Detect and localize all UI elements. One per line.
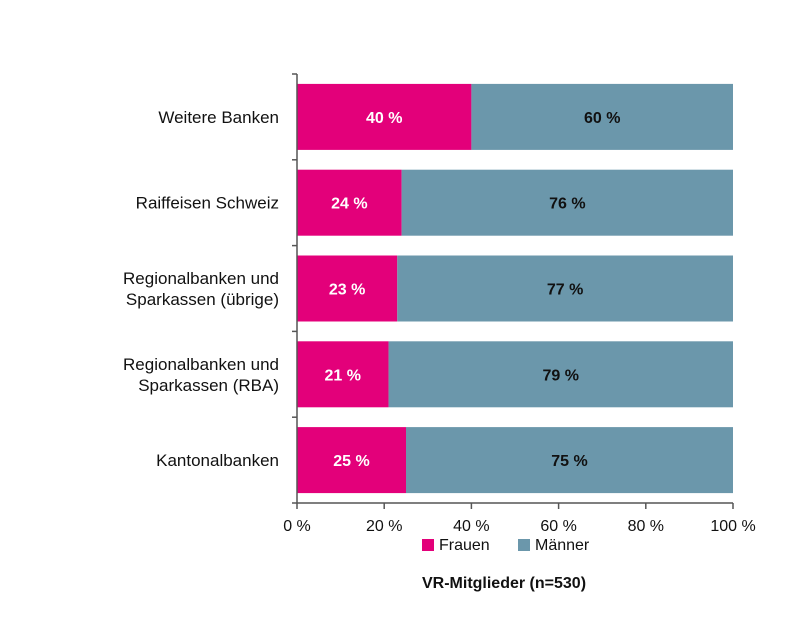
bar-maenner-3: [388, 341, 733, 408]
bar-label-frauen-4: 25 %: [333, 453, 369, 470]
bar-frauen-2: [297, 255, 398, 322]
bar-label-maenner-3: 79 %: [543, 367, 579, 384]
bar-label-maenner-0: 60 %: [584, 110, 620, 127]
legend-swatch-maenner: [518, 539, 530, 551]
legend-swatch-frauen: [422, 539, 434, 551]
bar-label-frauen-1: 24 %: [331, 196, 367, 213]
x-tick-label-4: 80 %: [628, 518, 664, 535]
x-tick-label-3: 60 %: [540, 518, 576, 535]
x-tick-label-2: 40 %: [453, 518, 489, 535]
bar-maenner-2: [397, 255, 733, 322]
bar-label-frauen-0: 40 %: [366, 110, 402, 127]
chart-caption: VR-Mitglieder (n=530): [422, 575, 586, 592]
category-label-1: Raiffeisen Schweiz: [136, 194, 279, 213]
legend: Frauen Männer: [422, 537, 590, 554]
bar-label-maenner-2: 77 %: [547, 282, 583, 299]
x-tick-label-1: 20 %: [366, 518, 402, 535]
bar-label-frauen-3: 21 %: [325, 367, 361, 384]
legend-label-frauen: Frauen: [439, 537, 490, 554]
legend-label-maenner: Männer: [535, 537, 590, 554]
axes-group: [292, 73, 734, 509]
x-tick-label-5: 100 %: [710, 518, 755, 535]
bar-frauen-3: [297, 341, 389, 408]
category-label-0: Weitere Banken: [158, 108, 279, 127]
bars-group: [297, 83, 733, 494]
bar-label-maenner-4: 75 %: [551, 453, 587, 470]
x-tick-label-0: 0 %: [283, 518, 311, 535]
bar-frauen-1: [297, 169, 402, 236]
bar-maenner-4: [406, 427, 733, 494]
category-label-4: Kantonalbanken: [156, 451, 279, 470]
category-label-2: Regionalbanken und Sparkassen (übrige): [123, 269, 279, 309]
bar-frauen-0: [297, 83, 472, 150]
category-label-3: Regionalbanken und Sparkassen (RBA): [123, 355, 279, 395]
bar-maenner-1: [401, 169, 733, 236]
bar-frauen-4: [297, 427, 406, 494]
labels-group: 40 % 60 % Weitere Banken 24 % 76 % Raiffeisen…: [123, 108, 756, 535]
bar-maenner-0: [471, 83, 733, 150]
bar-label-frauen-2: 23 %: [329, 282, 365, 299]
bar-label-maenner-1: 76 %: [549, 196, 585, 213]
